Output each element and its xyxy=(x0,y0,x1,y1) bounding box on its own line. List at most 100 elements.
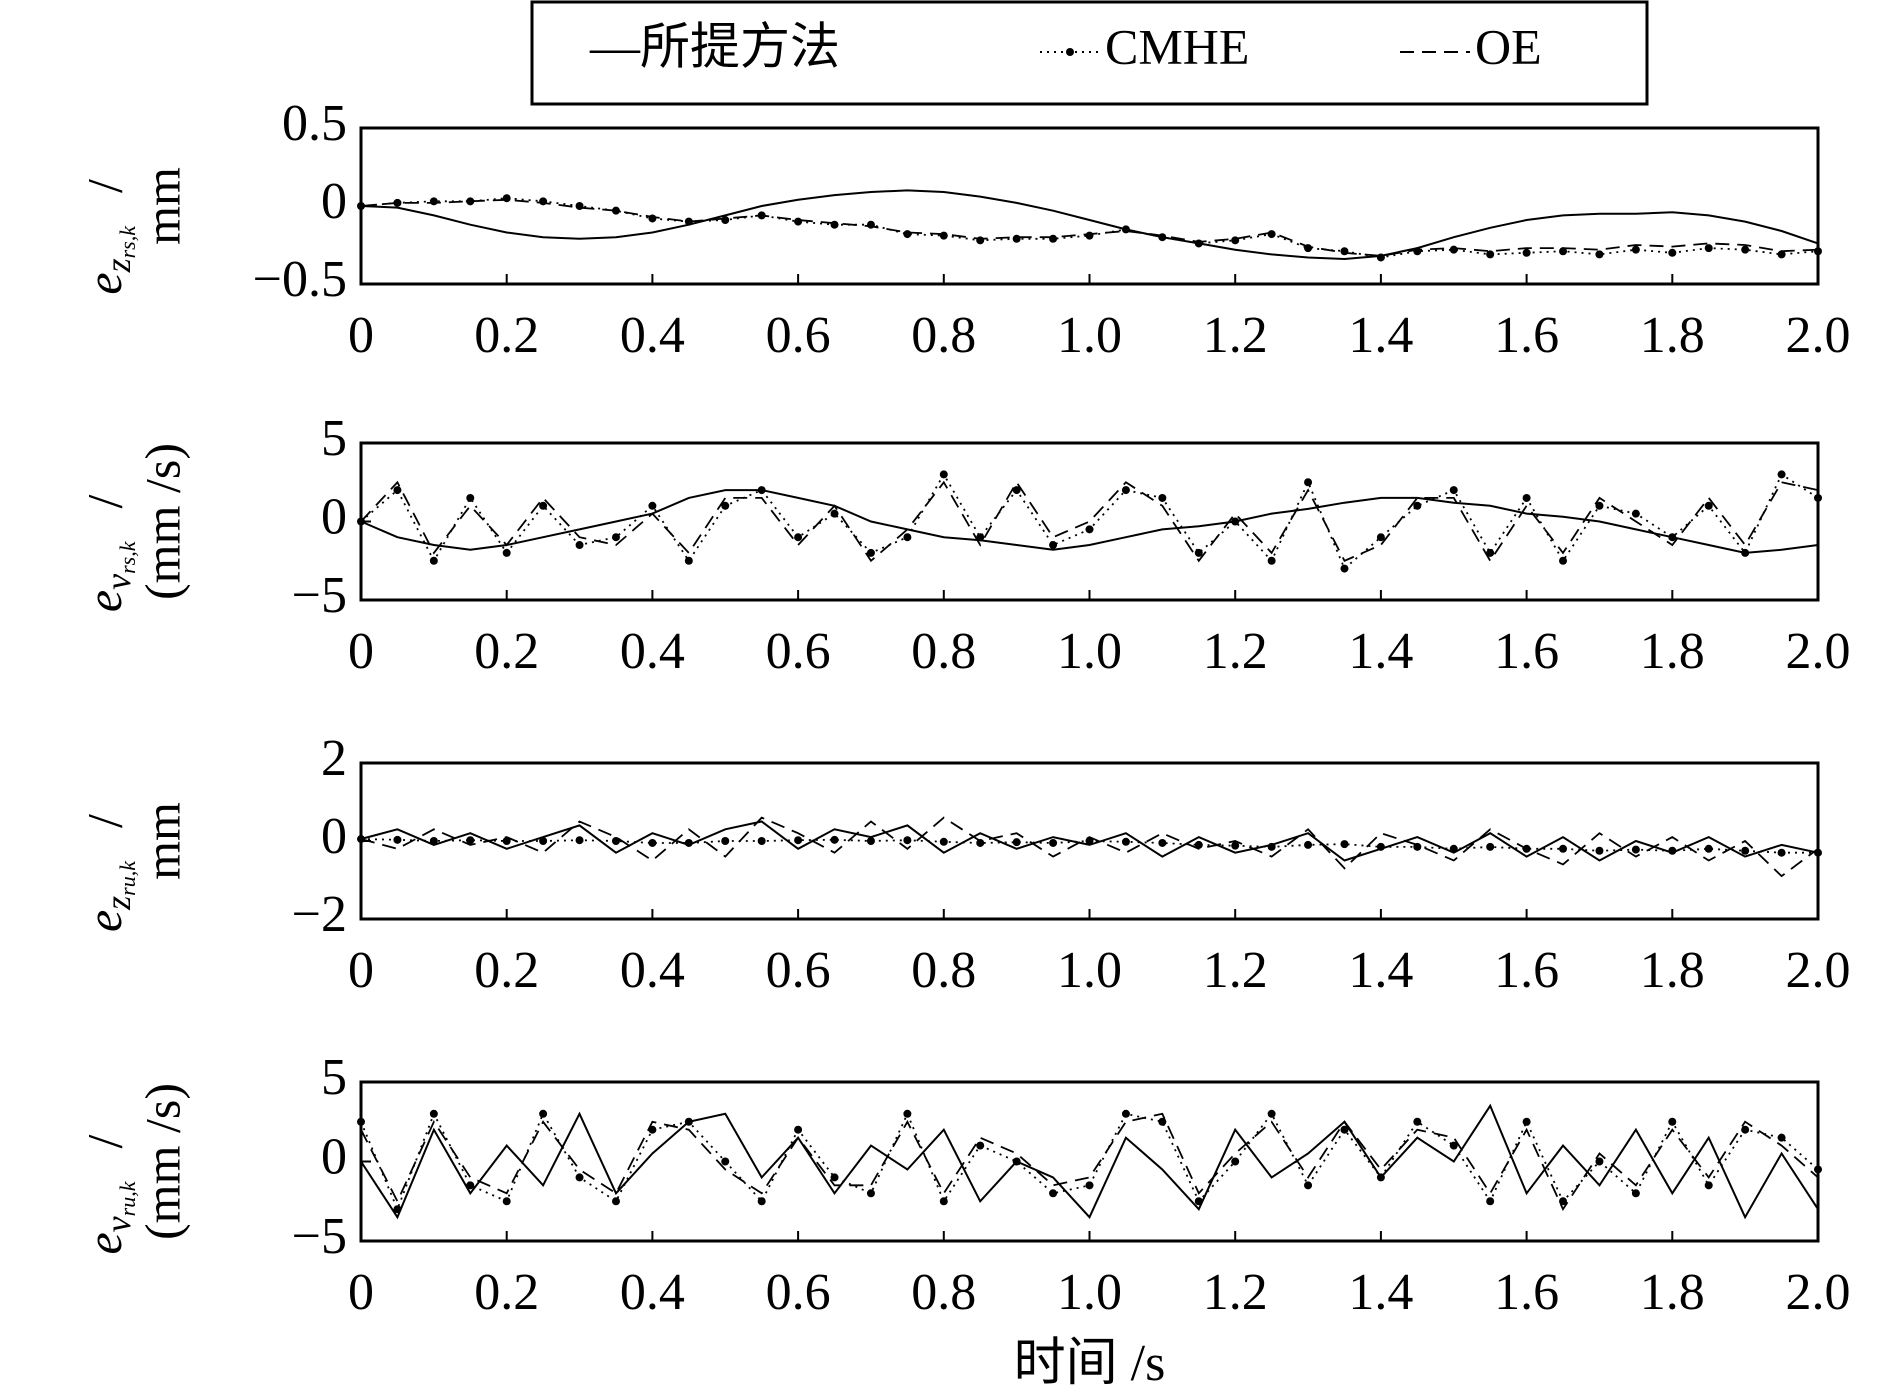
y-tick-label: −5 xyxy=(292,567,347,624)
series-marker xyxy=(1012,1157,1021,1166)
series-marker xyxy=(1522,248,1531,257)
series-marker xyxy=(1486,842,1495,851)
x-tick-label: 1.8 xyxy=(1640,1264,1705,1321)
legend-marker xyxy=(1066,48,1074,56)
series-marker xyxy=(1559,1197,1568,1206)
series-marker xyxy=(648,838,657,847)
y-label-unit: mm xyxy=(134,802,190,880)
series-marker xyxy=(1814,493,1822,502)
series-marker xyxy=(1267,230,1276,239)
series-marker xyxy=(866,837,875,845)
y-label-unit: mm xyxy=(134,167,190,245)
series-marker xyxy=(684,1117,693,1126)
y-tick-label: −0.5 xyxy=(253,251,347,308)
y-label-var: ezru,k xyxy=(76,860,140,932)
series-marker xyxy=(1012,838,1021,847)
series-marker xyxy=(539,1109,548,1118)
x-tick-label: 1.2 xyxy=(1203,1264,1268,1321)
series-marker xyxy=(1595,501,1604,510)
series-marker xyxy=(721,501,730,510)
series-marker xyxy=(611,1197,620,1206)
series-marker xyxy=(1522,493,1531,502)
series-marker xyxy=(757,486,766,495)
series-marker xyxy=(1304,1181,1313,1190)
y-label: evru,k /(mm /s) xyxy=(76,1083,190,1254)
series-marker xyxy=(1012,486,1021,495)
series-marker xyxy=(466,1181,475,1190)
y-tick-label: −2 xyxy=(292,886,347,943)
series-marker xyxy=(575,541,584,550)
series-marker xyxy=(1304,478,1313,487)
series-marker xyxy=(1340,1125,1349,1134)
y-tick-label: 0 xyxy=(321,488,347,545)
series-marker xyxy=(866,1189,875,1198)
series-marker xyxy=(429,1109,438,1118)
series-line xyxy=(360,489,1819,554)
x-tick-label: 2.0 xyxy=(1786,1264,1851,1321)
series-marker xyxy=(429,837,438,845)
x-tick-label: 0 xyxy=(348,623,374,680)
series-marker xyxy=(1121,837,1130,846)
series-marker xyxy=(939,231,948,240)
series-marker xyxy=(393,198,402,207)
x-tick-label: 1.0 xyxy=(1057,942,1122,999)
series-marker xyxy=(794,836,803,845)
y-tick-label: 0 xyxy=(321,1128,347,1185)
series-line xyxy=(360,816,1819,878)
series-marker xyxy=(1704,1181,1713,1190)
series-marker xyxy=(502,837,511,845)
series-line xyxy=(360,189,1819,261)
y-label: ezru,k /mm xyxy=(76,802,190,932)
x-tick-label: 0.2 xyxy=(474,942,539,999)
series-marker xyxy=(1376,533,1385,542)
series-line xyxy=(360,480,1819,563)
y-label-var-main: e xyxy=(76,590,132,612)
y-tick-label: 2 xyxy=(321,730,347,787)
x-tick-label: 1.2 xyxy=(1203,623,1268,680)
series-marker xyxy=(393,835,402,844)
series-marker xyxy=(502,548,511,557)
series-marker xyxy=(1049,541,1058,550)
y-label-subsub: rs,k xyxy=(115,225,140,259)
series-marker xyxy=(1194,840,1203,849)
series-marker xyxy=(794,1125,803,1134)
series-marker xyxy=(1668,1117,1677,1126)
series-marker xyxy=(575,836,584,845)
x-tick-label: 0.6 xyxy=(766,623,831,680)
series-marker xyxy=(539,501,548,510)
series-marker xyxy=(429,197,438,206)
y-tick-label: 0.5 xyxy=(282,95,347,152)
series-marker xyxy=(611,837,620,845)
x-tick-label: 2.0 xyxy=(1786,623,1851,680)
series-marker xyxy=(1559,556,1568,565)
y-label-var: evrs,k xyxy=(76,540,140,612)
series-marker xyxy=(611,533,620,542)
y-label-sub: v xyxy=(98,574,138,590)
series-marker xyxy=(1085,525,1094,534)
series-marker xyxy=(1158,1117,1167,1126)
series-marker xyxy=(648,501,657,510)
x-tick-label: 0 xyxy=(348,1264,374,1321)
x-tick-label: 1.0 xyxy=(1057,623,1122,680)
series-marker xyxy=(1704,501,1713,510)
legend-label: —所提方法 xyxy=(589,18,840,74)
series-marker xyxy=(1340,564,1349,573)
y-label-sub: z xyxy=(98,896,138,911)
series-marker xyxy=(1595,250,1604,259)
series-marker xyxy=(903,533,912,542)
series-marker xyxy=(903,230,912,239)
series-marker xyxy=(1449,486,1458,495)
series-line xyxy=(360,197,1819,259)
x-tick-label: 0.2 xyxy=(474,623,539,680)
series-marker xyxy=(757,837,766,845)
series-marker xyxy=(830,509,839,518)
series-marker xyxy=(939,837,948,846)
series-marker xyxy=(1814,247,1822,256)
x-tick-label: 1.4 xyxy=(1348,942,1413,999)
series-marker xyxy=(1486,1197,1495,1206)
y-label-subsub: rs,k xyxy=(115,540,140,574)
x-tick-label: 0 xyxy=(348,307,374,364)
series-marker xyxy=(684,217,693,226)
x-tick-label: 0.4 xyxy=(620,1264,685,1321)
series-marker xyxy=(1049,234,1058,243)
